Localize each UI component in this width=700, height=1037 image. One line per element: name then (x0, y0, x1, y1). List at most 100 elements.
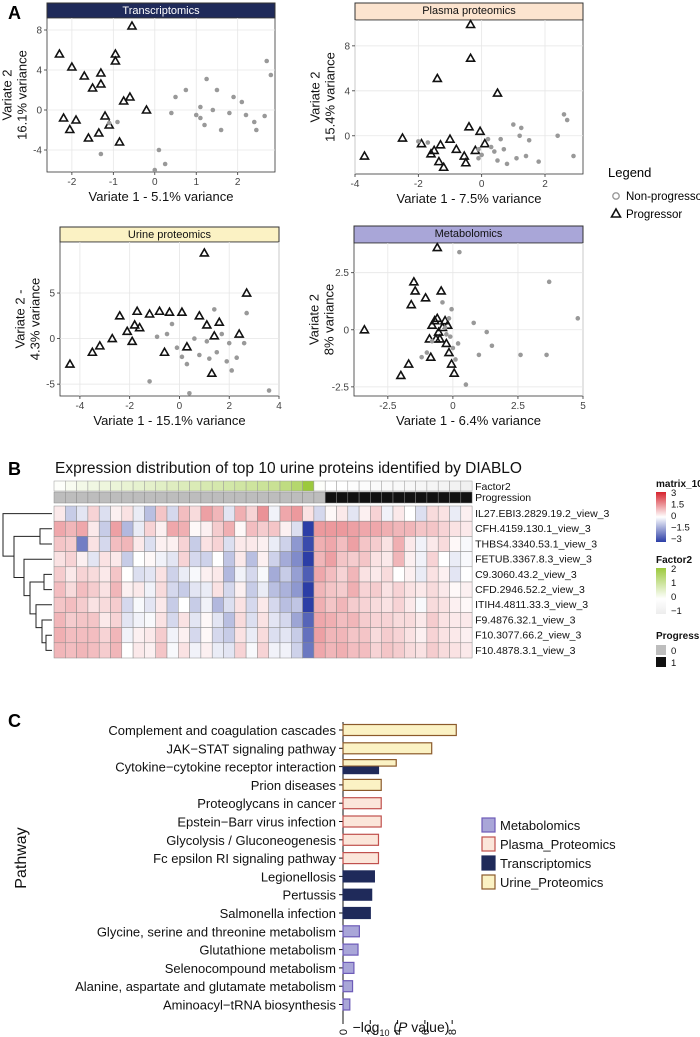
heatmap-cell (324, 520, 337, 537)
heatmap-cell (98, 551, 111, 568)
y-axis-label-line: 15.4% variance (323, 52, 338, 142)
data-point-progressor (164, 306, 175, 316)
data-point-non-progressor (210, 107, 216, 113)
heatmap-progression-cell (426, 491, 439, 504)
data-point-non-progressor (546, 279, 552, 285)
data-point-progressor (465, 18, 476, 29)
bar-y-axis-label: Pathway (13, 827, 30, 888)
heatmap-factor2-cell (291, 480, 303, 492)
data-point-progressor (426, 319, 438, 330)
x-tick-label: 0 (152, 177, 158, 188)
data-point-progressor (450, 143, 462, 154)
data-point-non-progressor (211, 307, 217, 312)
data-point-non-progressor (511, 122, 516, 127)
heatmap-cell (347, 505, 360, 522)
heatmap-cell (347, 642, 360, 659)
heatmap-cell (144, 505, 156, 522)
x-axis-label: Variate 1 - 6.4% variance (396, 413, 541, 428)
heatmap-cell (178, 612, 190, 628)
heatmap-cell (65, 612, 77, 628)
heatmap-cell (121, 596, 134, 613)
scatter-legend-title: Legend (608, 165, 651, 180)
data-point-progressor (94, 340, 106, 350)
data-point-non-progressor (226, 340, 232, 346)
data-point-progressor (359, 150, 370, 160)
heatmap-factor2-cell (110, 480, 123, 492)
heatmap-cell (223, 612, 236, 628)
data-point-non-progressor (575, 316, 581, 321)
x-tick-label: -4 (351, 179, 360, 190)
heatmap-cell (132, 566, 145, 583)
heatmap-progression-cell (211, 491, 224, 504)
heatmap-row-label: F10.4878.3.1_view_3 (475, 645, 576, 657)
bar-category-label: Glycine, serine and threonine metabolism (97, 924, 336, 939)
data-point-non-progressor (488, 144, 494, 150)
bar-x-axis-label-part: ( (389, 1019, 398, 1035)
heatmap-cell (324, 581, 337, 598)
heatmap-cell (347, 596, 360, 613)
data-point-progressor (95, 67, 107, 77)
data-point-progressor (409, 285, 421, 295)
panel-label-a: A (8, 3, 21, 23)
data-point-non-progressor (106, 120, 112, 126)
data-point-non-progressor (218, 127, 224, 133)
data-point-progressor (193, 310, 205, 320)
heatmap-cell (245, 551, 258, 568)
heatmap-factor2-cell (155, 480, 168, 492)
heatmap-row-label: CFD.2946.52.2_view_3 (475, 584, 585, 596)
data-point-progressor (121, 325, 133, 336)
heatmap-cell (53, 596, 66, 613)
heatmap-factor2-cell (279, 480, 292, 492)
data-point-progressor (460, 157, 472, 167)
bar-category-label: Pertussis (283, 888, 337, 903)
heatmap-cell (121, 505, 134, 522)
heatmap-cell (324, 627, 337, 644)
heatmap-cell (347, 536, 360, 552)
data-point-non-progressor (198, 115, 203, 121)
heatmap-cell (144, 642, 156, 659)
y-axis-label-line: Variate 2 (0, 69, 15, 120)
bar-legend-swatch (481, 874, 496, 890)
heatmap-cell (200, 536, 213, 552)
data-point-non-progressor (561, 112, 567, 117)
heatmap-progression-cell (313, 491, 326, 504)
heatmap-cell (336, 551, 349, 568)
data-point-progressor (159, 346, 170, 357)
data-point-progressor (431, 241, 443, 252)
x-tick-label: 2 (542, 179, 548, 190)
x-tick-label: -2.5 (379, 401, 397, 412)
data-point-progressor (465, 52, 476, 63)
heatmap-cell (381, 505, 394, 522)
y-axis-label-line: 8% variance (322, 284, 337, 356)
data-point-progressor (397, 132, 408, 142)
heatmap-cell (166, 520, 179, 537)
heatmap-row-label: F9.4876.32.1_view_3 (475, 614, 576, 626)
heatmap-cell (291, 566, 303, 583)
heatmap-cell (324, 536, 337, 552)
data-point-progressor (126, 335, 138, 346)
heatmap-cell (155, 505, 168, 522)
heatmap-cell (370, 612, 382, 628)
data-point-non-progressor (455, 341, 461, 346)
data-point-non-progressor (227, 110, 232, 116)
heatmap-progression-cell (98, 491, 111, 504)
y-tick-label: 8 (36, 26, 42, 37)
heatmap-cell (358, 505, 371, 522)
data-point-progressor (86, 346, 98, 357)
data-point-non-progressor (147, 379, 152, 384)
heatmap-cell (426, 596, 439, 613)
bar-urine-proteomics (342, 778, 382, 792)
heatmap-cell (268, 581, 281, 598)
x-tick-label: 4 (276, 401, 282, 412)
data-point-progressor (83, 132, 94, 142)
data-point-progressor (395, 369, 407, 380)
data-point-progressor (439, 315, 451, 325)
heatmap-cell (392, 596, 405, 613)
heatmap-cell (313, 627, 326, 644)
heatmap-cell (415, 642, 428, 659)
heatmap-cell (415, 566, 428, 583)
heatmap-cell (358, 581, 371, 598)
heatmap-cell (166, 627, 179, 644)
heatmap-cell (132, 596, 145, 613)
heatmap-cell (189, 566, 202, 583)
